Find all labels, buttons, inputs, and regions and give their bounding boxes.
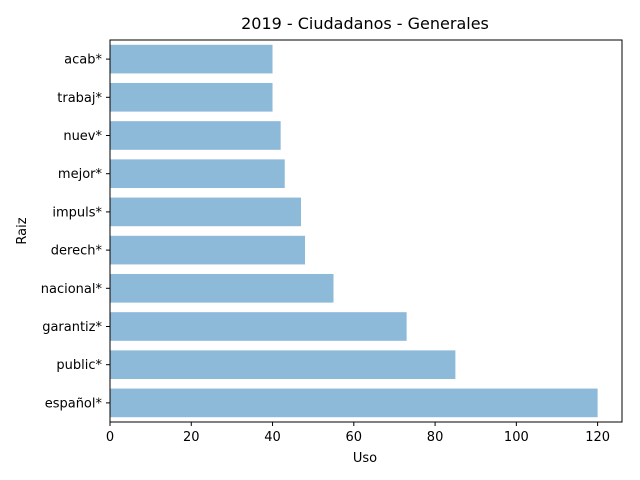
- bar: [110, 273, 334, 303]
- bars-group: [110, 44, 598, 418]
- x-tick-label: 80: [427, 430, 444, 445]
- bar: [110, 350, 456, 380]
- y-tick-labels: español* public* garantiz* nacional* derech*…: [41, 53, 110, 411]
- chart-title: 2019 - Ciudadanos - Generales: [241, 14, 489, 33]
- bar: [110, 121, 281, 150]
- y-axis-title: Raiz: [15, 217, 30, 244]
- x-tick-label: 100: [504, 430, 529, 445]
- bar: [110, 235, 306, 265]
- y-tick-label: derech*: [51, 244, 103, 259]
- y-tick-label: garantiz*: [42, 320, 102, 335]
- y-tick-label: impuls*: [52, 205, 102, 220]
- x-tick-label: 40: [264, 430, 281, 445]
- y-tick-label: español*: [45, 396, 103, 411]
- x-axis-title: Uso: [353, 451, 377, 466]
- plot-frame: [109, 39, 623, 423]
- x-ticks: 0 20 40 60 80 100 120: [106, 422, 610, 445]
- x-tick-label: 60: [346, 430, 363, 445]
- y-tick-label: acab*: [64, 53, 102, 68]
- bar: [110, 82, 273, 112]
- x-tick-label: 120: [585, 430, 610, 445]
- bar: [110, 388, 598, 418]
- y-tick-label: nacional*: [41, 282, 103, 297]
- bar: [110, 312, 407, 341]
- x-tick-label: 0: [106, 430, 114, 445]
- y-tick-label: mejor*: [58, 167, 103, 182]
- y-tick-label: trabaj*: [57, 91, 102, 106]
- bar: [110, 159, 285, 189]
- y-tick-label: nuev*: [63, 129, 102, 144]
- bar: [110, 44, 273, 74]
- bar: [110, 197, 301, 227]
- y-tick-label: public*: [56, 358, 102, 373]
- x-tick-label: 20: [183, 430, 200, 445]
